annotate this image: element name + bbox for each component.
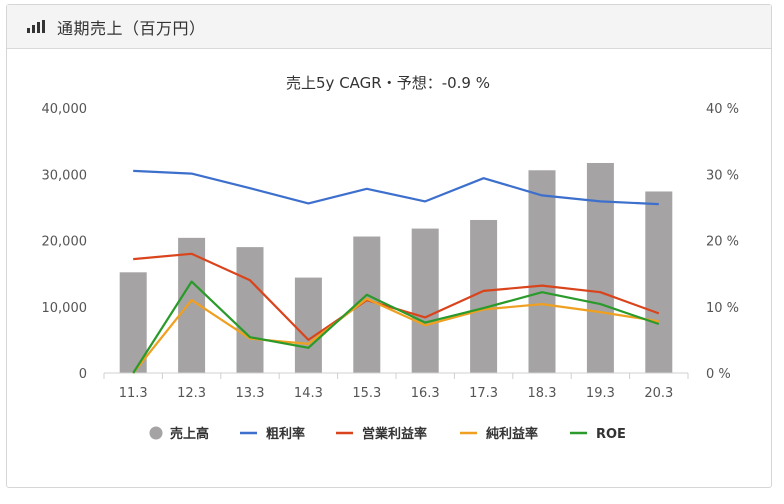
x-tick-label: 15.3	[352, 386, 381, 401]
x-tick-label: 20.3	[644, 386, 673, 401]
y-left-tick-label: 40,000	[42, 102, 88, 117]
y-left-tick-label: 10,000	[42, 301, 88, 316]
series-line-純利益率[interactable]	[132, 297, 659, 374]
y-right-tick-label: 40 %	[706, 102, 739, 117]
legend-item-粗利率[interactable]: 粗利率	[240, 426, 305, 442]
y-right-tick-label: 20 %	[706, 235, 739, 250]
x-tick-label: 19.3	[586, 386, 615, 401]
bar-19.3[interactable]	[586, 162, 614, 373]
legend-label: 売上高	[170, 426, 209, 442]
legend-label: 粗利率	[266, 426, 305, 442]
x-tick-label: 18.3	[528, 386, 557, 401]
x-tick-label: 11.3	[119, 386, 148, 401]
axis-layer	[103, 372, 689, 379]
labels-layer: 11.3 12.3 13.3 14.3 15.3 16.3 17.3 18.3 19.3 20.3…	[42, 102, 740, 401]
panel-title: 通期売上（百万円）	[57, 18, 206, 38]
panel-header: 通期売上（百万円）	[7, 5, 771, 49]
legend-label: 純利益率	[486, 426, 538, 442]
bar-16.3[interactable]	[411, 228, 439, 373]
x-tick-label: 12.3	[177, 386, 206, 401]
lines-layer	[132, 169, 660, 374]
series-line-ROE[interactable]	[132, 280, 660, 374]
bar-14.3[interactable]	[294, 277, 322, 373]
y-left-tick-label: 30,000	[42, 168, 88, 183]
bar-17.3[interactable]	[470, 219, 498, 373]
series-line-営業利益率[interactable]	[133, 252, 660, 341]
y-left-tick-label: 20,000	[42, 235, 88, 250]
y-right-tick-label: 30 %	[706, 168, 739, 183]
bar-20.3[interactable]	[645, 191, 673, 373]
legend-label: ROE	[596, 427, 626, 442]
y-right-tick-label: 0 %	[706, 367, 731, 382]
x-tick-label: 13.3	[236, 386, 265, 401]
x-tick-label: 14.3	[294, 386, 323, 401]
y-left-tick-label: 0	[79, 367, 87, 382]
legend-item-ROE[interactable]: ROE	[570, 427, 626, 442]
x-tick-label: 16.3	[411, 386, 440, 401]
bar-chart-icon	[27, 20, 45, 33]
bar-18.3[interactable]	[528, 170, 556, 373]
legend-item-売上高[interactable]: 売上高	[149, 426, 210, 442]
bars-layer	[119, 162, 673, 373]
bar-13.3[interactable]	[236, 247, 264, 373]
bar-11.3[interactable]	[119, 272, 147, 373]
legend-marker	[149, 426, 163, 440]
chart-title: 売上5y CAGR・予想：-0.9 %	[286, 74, 490, 92]
y-right-tick-label: 10 %	[706, 301, 739, 316]
x-tick-label: 17.3	[469, 386, 498, 401]
legend[interactable]: 売上高 粗利率 営業利益率 純利益率 ROE	[149, 426, 626, 442]
legend-label: 営業利益率	[362, 426, 427, 442]
chart-panel: 通期売上（百万円）	[6, 4, 772, 488]
legend-item-純利益率[interactable]: 純利益率	[460, 426, 538, 442]
legend-item-営業利益率[interactable]: 営業利益率	[336, 426, 427, 442]
series-line-粗利率[interactable]	[133, 169, 659, 206]
